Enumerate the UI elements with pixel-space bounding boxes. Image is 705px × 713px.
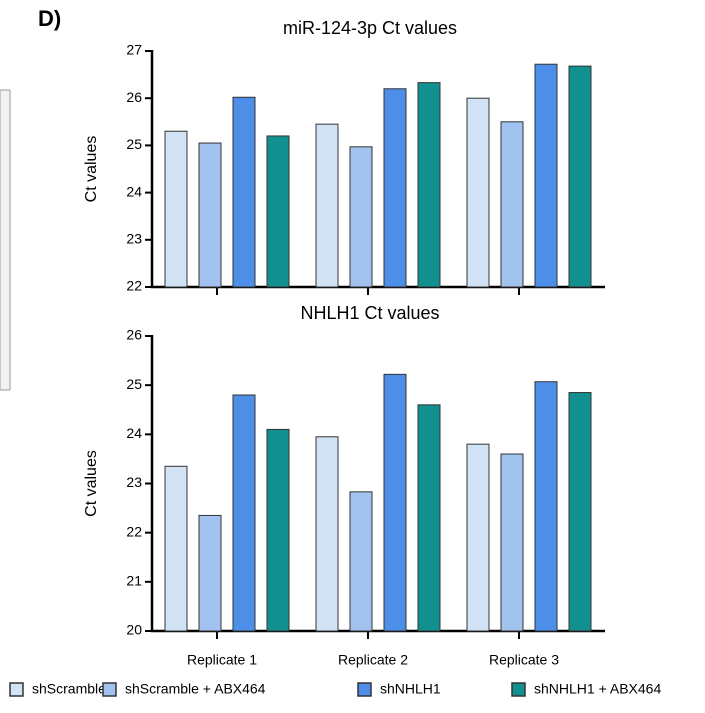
bar [232, 96, 256, 288]
x-tick-label: Replicate 1 [187, 652, 257, 668]
chart-title: NHLH1 Ct values [300, 303, 439, 323]
bar [266, 428, 290, 632]
legend-label: shNHLH1 [380, 681, 441, 697]
y-tick-label: 24 [126, 425, 142, 441]
bar [164, 130, 188, 288]
y-tick-label: 20 [126, 622, 142, 638]
bar [568, 392, 592, 632]
y-tick-label: 22 [126, 278, 142, 294]
legend-swatch [9, 682, 24, 697]
bar [534, 381, 558, 632]
bar [349, 491, 373, 632]
y-axis-label: Ct values [83, 450, 100, 517]
bar [383, 88, 407, 288]
bar [315, 436, 339, 632]
y-tick-label: 25 [126, 376, 142, 392]
bar [466, 443, 490, 632]
bar [466, 97, 490, 288]
bar [349, 146, 373, 288]
y-axis-label: Ct values [83, 136, 100, 203]
legend-label: shScramble [32, 681, 106, 697]
y-tick-label: 26 [126, 327, 142, 343]
bar [266, 135, 290, 288]
bar [568, 65, 592, 288]
y-tick-label: 23 [126, 231, 142, 247]
y-tick-label: 21 [126, 573, 142, 589]
bar [315, 123, 339, 288]
y-tick-label: 23 [126, 474, 142, 490]
y-tick-label: 27 [126, 42, 142, 58]
legend-swatch [357, 682, 372, 697]
x-tick-label: Replicate 2 [338, 652, 408, 668]
bar [164, 465, 188, 632]
y-tick-label: 24 [126, 183, 142, 199]
bar [232, 394, 256, 632]
x-tick-label: Replicate 3 [489, 652, 559, 668]
y-tick-label: 25 [126, 136, 142, 152]
bar [383, 373, 407, 632]
bar [417, 404, 441, 632]
legend-label: shScramble + ABX464 [125, 681, 266, 697]
chart-title: miR-124-3p Ct values [283, 18, 457, 38]
panel-label: D) [38, 6, 61, 31]
legend-swatch [511, 682, 526, 697]
y-tick-label: 26 [126, 89, 142, 105]
cropped-panel-edge [0, 89, 11, 391]
bar [417, 82, 441, 288]
legend-label: shNHLH1 + ABX464 [534, 681, 661, 697]
bar [534, 63, 558, 288]
bar [500, 453, 524, 632]
bar [500, 121, 524, 288]
bar [198, 142, 222, 288]
bar [198, 514, 222, 632]
y-tick-label: 22 [126, 523, 142, 539]
legend-swatch [102, 682, 117, 697]
